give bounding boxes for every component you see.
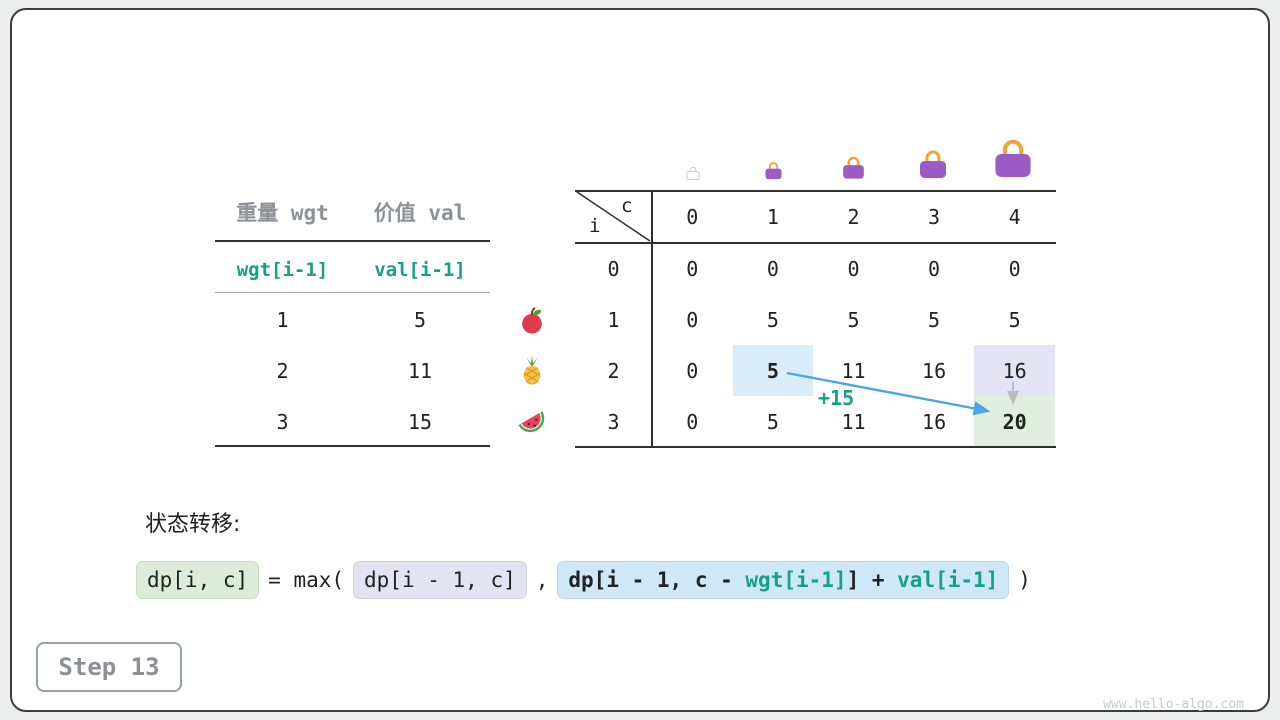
bag-large-icon [916,147,950,181]
bag-medium-icon [840,154,867,181]
corner-row-var: i [589,215,601,237]
dp-cell: 5 [1008,307,1021,332]
add-value-label: +15 [818,386,855,410]
formula-comma: , [535,568,549,592]
bag-xlarge-icon [990,135,1036,181]
dp-cell-carry-highlighted: 16 [974,345,1055,396]
divider [575,242,1056,244]
dp-col-header: 0 [686,204,699,229]
pineapple-icon [516,354,548,386]
formula-close-paren: ) [1018,568,1031,592]
item-weight: 1 [276,308,289,332]
apple-icon [517,305,547,335]
formula-lhs-chip: dp[i, c] [136,561,260,599]
dp-row-label: 0 [607,256,620,281]
dp-cell-source-highlighted: 5 [732,345,814,396]
divider [215,240,490,242]
item-row: 1 5 [215,303,490,337]
step-badge: Step 13 [36,642,182,692]
dp-cell: 5 [847,307,860,332]
divider [215,445,490,447]
corner-col-var: c [621,195,633,217]
watermelon-icon [515,404,549,438]
dp-col-header: 3 [928,204,941,229]
weight-header: 重量 wgt [236,201,329,225]
item-value: 15 [407,410,433,434]
watermark: www.hello-algo.com [1103,697,1244,712]
dp-corner-cell: i c [575,190,652,243]
dp-cell: 5 [928,307,941,332]
dp-cell: 5 [766,307,779,332]
dp-cell: 16 [922,358,947,383]
divider [215,292,490,293]
dp-cell: 0 [847,256,860,281]
dp-col-header: 1 [766,204,779,229]
dp-cell: 0 [1008,256,1021,281]
bag-small-icon [763,160,784,181]
dp-col-header: 4 [1008,204,1021,229]
dp-cell-result-highlighted: 20 [974,396,1055,447]
dp-table: i c 0 1 2 3 4 0 0 0 0 0 0 1 0 5 5 5 5 2 … [575,190,1056,448]
dp-cell: 0 [686,409,699,434]
dp-row-label: 2 [607,358,620,383]
item-row: 3 15 [215,405,490,439]
item-table-header-row: 重量 wgt 价值 val [215,195,490,229]
divider [575,190,1056,192]
item-value: 11 [407,359,433,383]
item-table: 重量 wgt 价值 val wgt[i-1] val[i-1] 1 5 2 11… [215,195,490,451]
dp-cell: 0 [928,256,941,281]
divider [575,446,1056,448]
dp-cell: 0 [766,256,779,281]
state-transition-formula: dp[i, c] = max( dp[i - 1, c] , dp[i - 1,… [136,561,1040,599]
formula-option1-chip: dp[i - 1, c] [353,561,527,599]
dp-cell: 5 [766,409,779,434]
item-row: 2 11 [215,354,490,388]
item-value: 5 [413,308,427,332]
dp-cell: 0 [686,307,699,332]
formula-option2-wgt: wgt[i-1] [745,568,847,592]
value-header: 价值 val [373,201,467,225]
dp-row-label: 3 [607,409,620,434]
dp-cell: 16 [922,409,947,434]
item-weight: 2 [276,359,289,383]
dp-cell: 0 [686,256,699,281]
formula-option2-mid: ] + [846,568,898,592]
dp-cell: 11 [841,409,866,434]
divider [651,190,653,448]
formula-option2-prefix: dp[i - 1, c - [568,568,746,592]
step-label: Step 13 [58,653,160,681]
val-symbol: val[i-1] [374,259,466,281]
wgt-symbol: wgt[i-1] [236,259,329,281]
dp-cell: 0 [686,358,699,383]
formula-option2-val: val[i-1] [897,568,999,592]
item-weight: 3 [276,410,289,434]
diagonal-divider [576,191,651,242]
dp-row-label: 1 [607,307,620,332]
formula-title: 状态转移: [145,512,241,537]
dp-col-header: 2 [847,204,860,229]
formula-option2-chip: dp[i - 1, c - wgt[i-1]] + val[i-1] [557,561,1010,599]
item-table-symbol-row: wgt[i-1] val[i-1] [215,253,490,287]
bag-empty-icon [685,165,701,181]
formula-equals-max: = max( [268,568,345,592]
